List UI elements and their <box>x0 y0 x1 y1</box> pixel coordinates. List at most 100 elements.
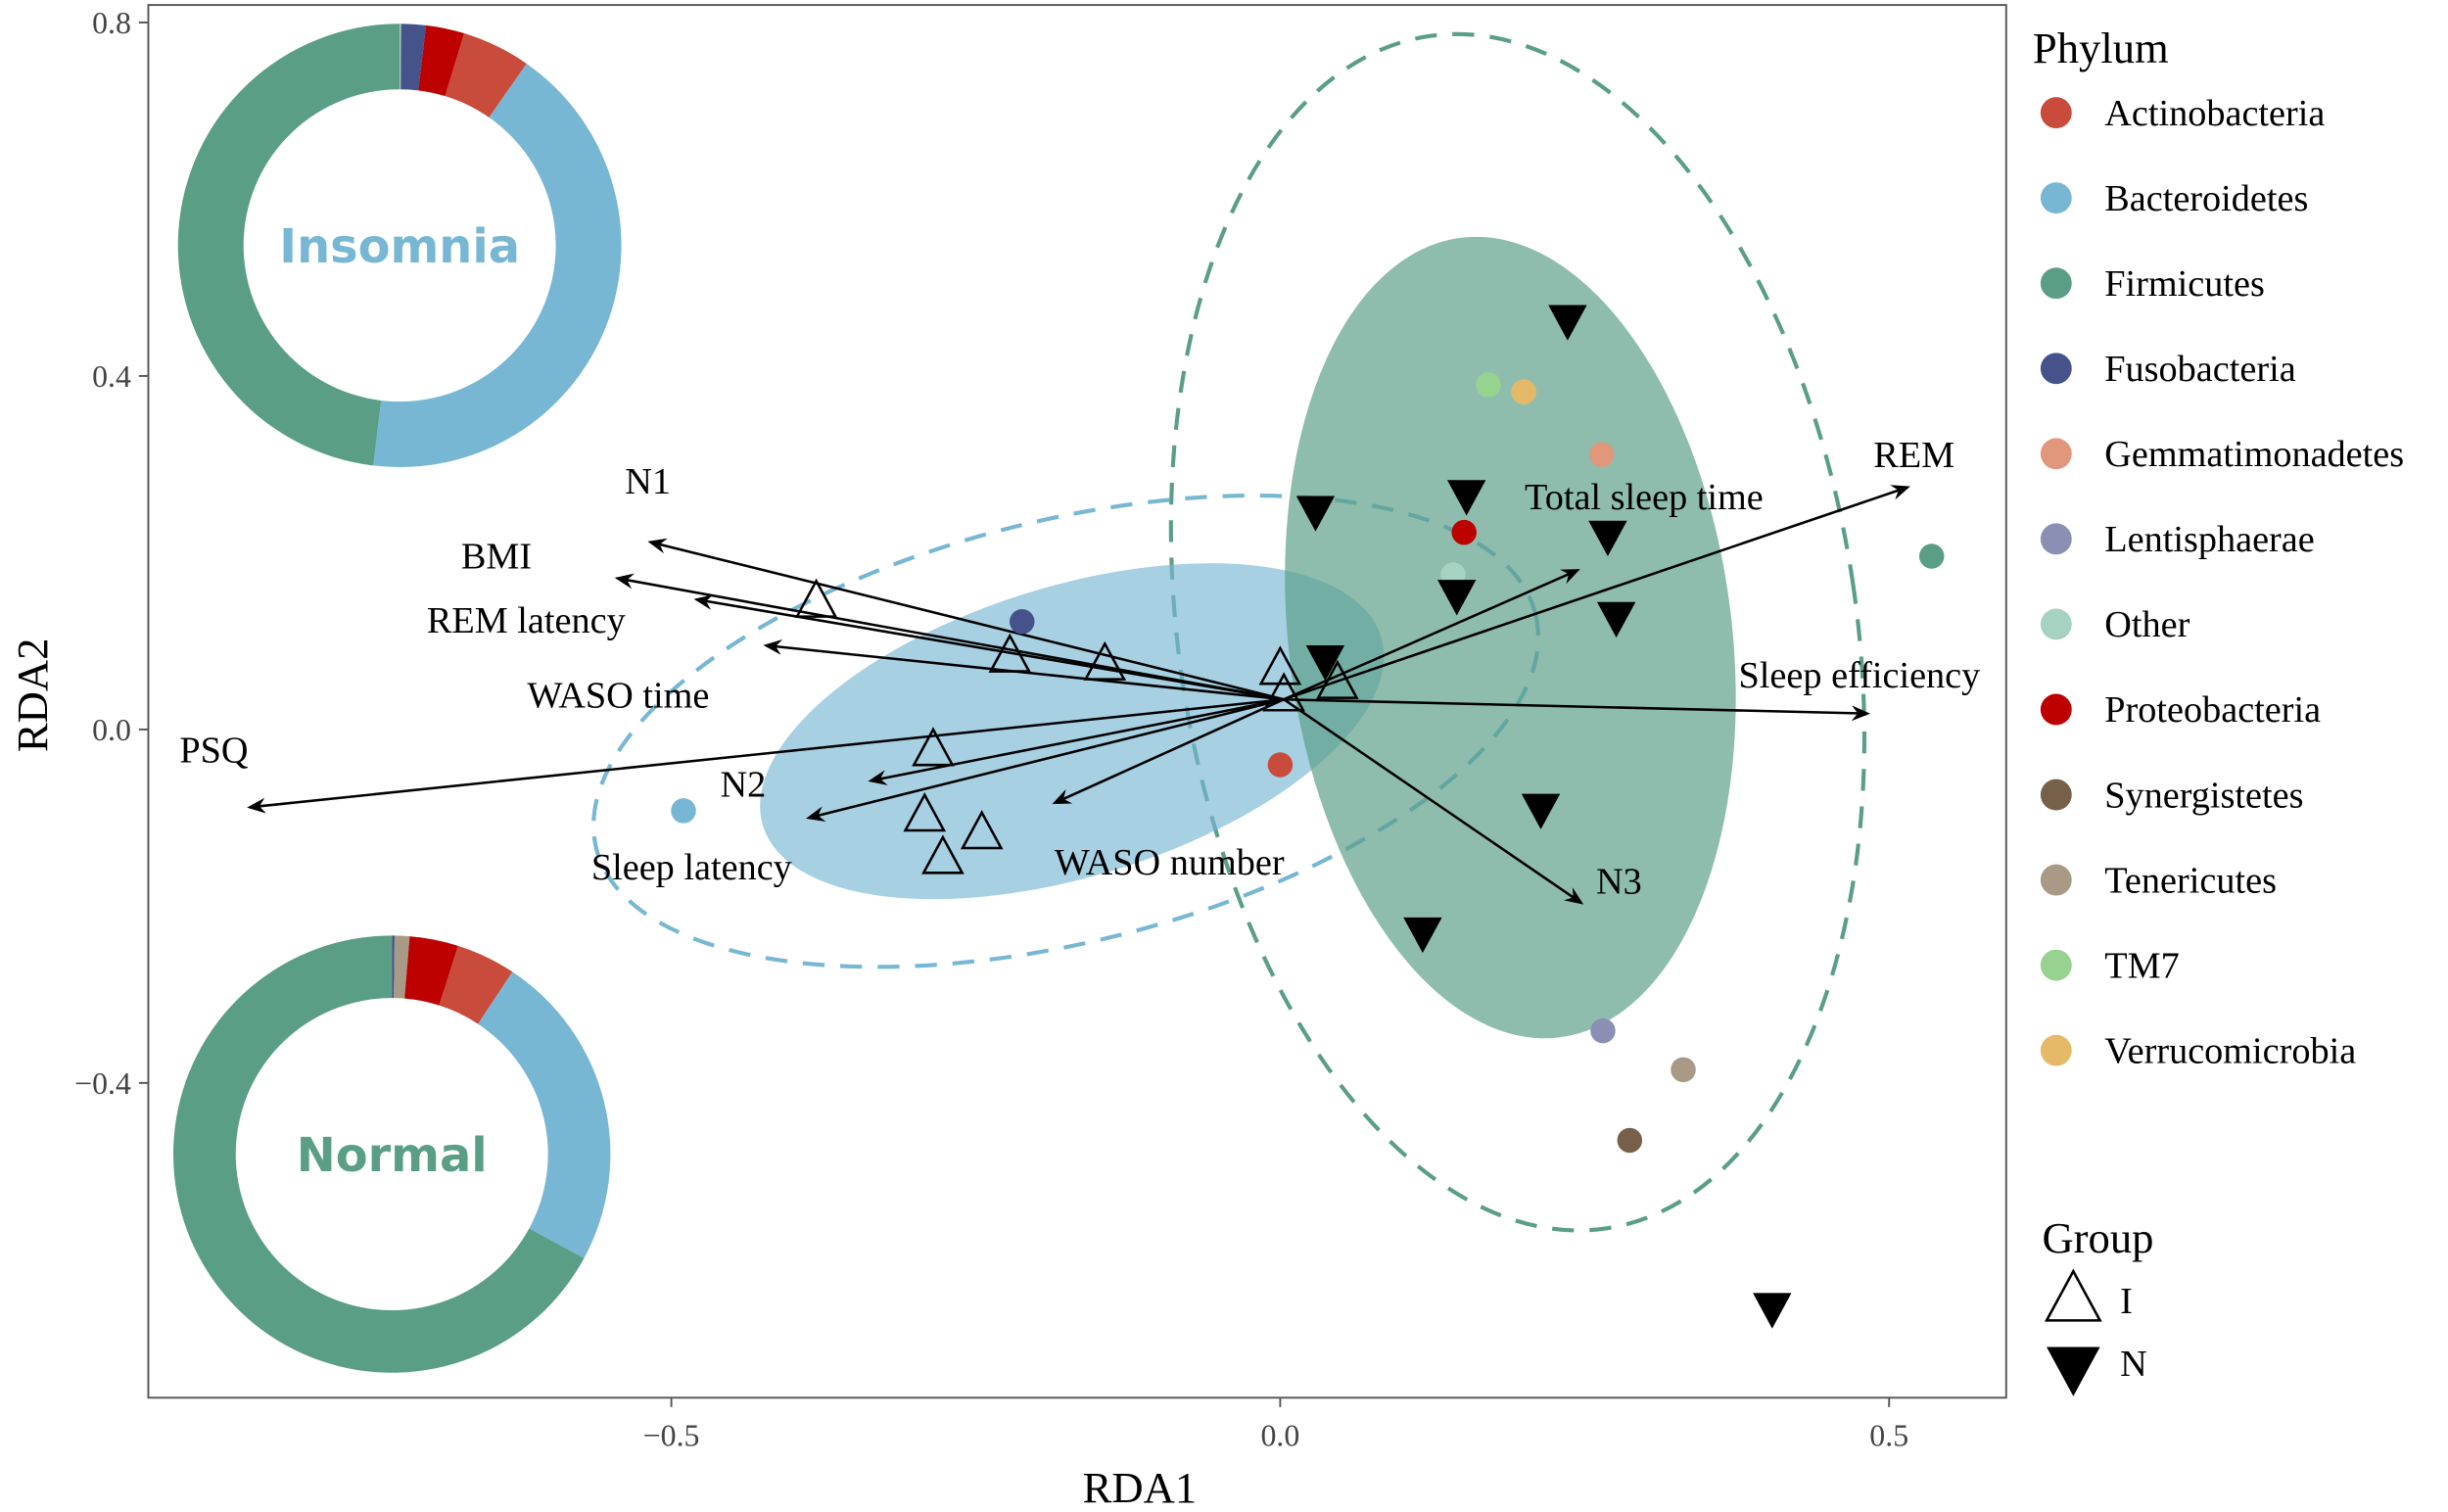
legend-label-firmicutes: Firmicutes <box>2104 263 2265 305</box>
sample-N-triangle <box>1446 480 1486 516</box>
sample-N-triangle <box>1753 1293 1792 1329</box>
legend-swatch-proteobacteria <box>2040 693 2072 726</box>
donut-slice-normal-bacteroidetes <box>478 971 611 1258</box>
donut-slice-normal-actinobacteria <box>439 945 513 1024</box>
arrow-sleep-latency <box>806 697 1285 823</box>
legend-swatch-tenericutes <box>2040 864 2072 896</box>
legend: Phylum Actinobacteria Bacteroidetes Firmicu… <box>2033 24 2404 1396</box>
legend-label-I: I <box>2120 1281 2133 1322</box>
legend-swatch-firmicutes <box>2040 267 2072 300</box>
arrow-n1 <box>647 538 1285 701</box>
y-tick-label: 0.4 <box>92 359 131 394</box>
donut-slice-insomnia-proteobacteria <box>418 24 465 97</box>
sample-I-triangle <box>903 792 947 832</box>
donut-slice-insomnia-fusobacteria <box>400 24 427 91</box>
sample-I-triangle <box>1262 672 1305 712</box>
donut-slice-insomnia-firmicutes <box>177 24 400 466</box>
arrow-label-psq: PSQ <box>179 730 248 771</box>
sample-I-triangle <box>921 834 965 874</box>
point-lentisphaerae <box>1590 1017 1616 1044</box>
arrow-label-waso-time: WASO time <box>527 676 709 717</box>
sample-N-triangle <box>1403 917 1442 954</box>
legend-label-lentisphaerae: Lentisphaerae <box>2104 519 2315 560</box>
sample-N-triangle <box>1521 793 1561 829</box>
point-bacteroidetes <box>671 798 696 824</box>
donut-insets: Insomnia Normal <box>172 24 622 1373</box>
arrow-label-rem-latency: REM latency <box>427 600 626 641</box>
sample-I-triangle <box>1083 640 1127 681</box>
point-tenericutes <box>1671 1057 1696 1083</box>
arrow-rem-latency <box>693 594 1285 701</box>
donut-slice-insomnia-bacteroidetes <box>373 63 622 468</box>
arrow-total-sleep-time <box>1283 569 1580 701</box>
sample-N-triangle <box>1437 580 1477 616</box>
sample-points <box>794 305 1792 1329</box>
arrow-label-waso-number: WASO number <box>1055 842 1285 883</box>
arrow-label-n2: N2 <box>721 764 767 805</box>
arrow-label-n1: N1 <box>625 461 671 502</box>
sample-I-triangle <box>1316 659 1359 699</box>
environment-arrows: N1 BMI REM latency WASO time PSQ N2 Sleep late… <box>179 435 1981 905</box>
point-firmicutes <box>1918 543 1945 569</box>
donut-label-insomnia: Insomnia <box>279 220 520 274</box>
sample-N-triangle <box>1305 644 1345 682</box>
sample-I-triangle <box>960 810 1004 850</box>
arrow-label-total-sleep-time: Total sleep time <box>1525 477 1764 518</box>
arrow-sleep-efficiency <box>1284 697 1871 722</box>
legend-swatch-gemmatimonadetes <box>2040 438 2072 470</box>
legend-swatch-verrucomicrobia <box>2040 1034 2072 1066</box>
arrow-n3 <box>1283 698 1584 905</box>
point-proteobacteria <box>1451 519 1477 545</box>
legend-label-actinobacteria: Actinobacteria <box>2104 93 2325 134</box>
point-tm7 <box>1476 372 1501 398</box>
legend-title-group: Group <box>2042 1213 2153 1262</box>
legend-swatch-bacteroidetes <box>2040 182 2072 214</box>
donut-slice-normal-firmicutes <box>172 935 585 1373</box>
legend-swatch-fusobacteria <box>2040 353 2072 385</box>
legend-swatch-actinobacteria <box>2040 97 2072 129</box>
legend-label-N: N <box>2120 1344 2147 1385</box>
phylum-points <box>671 372 1945 1154</box>
arrow-label-sleep-efficiency: Sleep efficiency <box>1739 655 1981 696</box>
arrow-n2 <box>868 697 1285 785</box>
sample-N-triangle <box>1295 496 1336 532</box>
legend-label-other: Other <box>2104 604 2189 645</box>
point-verrucomicrobia <box>1511 379 1536 404</box>
legend-label-fusobacteria: Fusobacteria <box>2104 349 2295 390</box>
ellipse-I-filled <box>760 563 1385 900</box>
legend-label-gemmatimonadetes: Gemmatimonadetes <box>2104 434 2404 475</box>
donut-slice-insomnia-actinobacteria <box>445 33 527 118</box>
arrow-rem <box>1283 485 1910 701</box>
sample-I-triangle <box>794 578 838 618</box>
point-synergistetes <box>1617 1127 1643 1154</box>
legend-label-bacteroidetes: Bacteroidetes <box>2104 178 2308 219</box>
legend-swatch-synergistetes <box>2040 779 2072 811</box>
legend-swatch-tm7 <box>2040 949 2072 981</box>
legend-swatch-other <box>2040 608 2072 640</box>
y-axis-title: RDA2 <box>8 638 57 753</box>
legend-swatch-I <box>2044 1268 2102 1322</box>
arrow-label-rem: REM <box>1873 435 1954 476</box>
legend-swatch-lentisphaerae <box>2040 523 2072 555</box>
legend-swatch-N <box>2047 1347 2100 1396</box>
sample-I-triangle <box>912 727 955 767</box>
x-tick-label: −0.5 <box>643 1419 700 1453</box>
donut-label-normal: Normal <box>297 1129 488 1183</box>
legend-title-phylum: Phylum <box>2033 24 2169 72</box>
legend-label-proteobacteria: Proteobacteria <box>2104 689 2321 731</box>
arrow-label-bmi: BMI <box>461 537 532 578</box>
point-gemmatimonadetes <box>1588 442 1615 467</box>
donut-slice-normal-tenericutes <box>394 935 410 999</box>
donut-slice-normal-proteobacteria <box>404 936 458 1006</box>
donut-slice-normal-fusobacteria <box>392 935 395 999</box>
sample-N-triangle <box>1588 520 1627 556</box>
x-tick-label: 0.0 <box>1260 1419 1299 1453</box>
legend-label-synergistetes: Synergistetes <box>2104 775 2303 816</box>
point-actinobacteria <box>1267 752 1294 778</box>
legend-label-tm7: TM7 <box>2104 945 2180 986</box>
point-fusobacteria <box>1009 609 1035 635</box>
legend-label-tenericutes: Tenericutes <box>2104 860 2277 901</box>
group-ellipses <box>591 31 1867 1233</box>
sample-N-triangle <box>1548 305 1587 341</box>
